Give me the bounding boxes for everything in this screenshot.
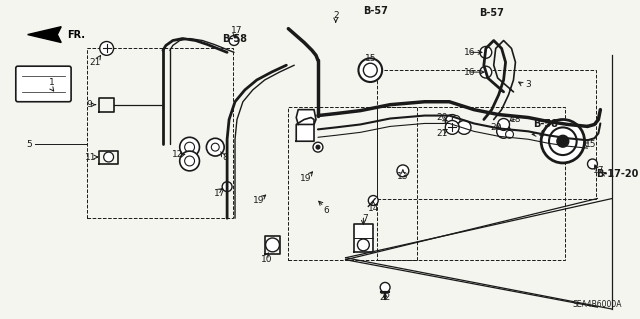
Circle shape xyxy=(206,138,224,156)
Circle shape xyxy=(557,135,569,147)
Bar xyxy=(87,48,233,218)
Text: 17: 17 xyxy=(231,26,243,35)
Text: B-17-20: B-17-20 xyxy=(596,169,638,179)
Text: 1: 1 xyxy=(49,78,54,87)
Circle shape xyxy=(480,66,492,78)
Circle shape xyxy=(498,119,509,130)
Text: 19: 19 xyxy=(300,174,312,183)
Text: B-58: B-58 xyxy=(222,33,247,43)
Circle shape xyxy=(185,142,195,152)
Circle shape xyxy=(104,152,113,162)
Text: 20: 20 xyxy=(490,123,501,132)
Text: FR.: FR. xyxy=(67,30,85,40)
Text: B-58: B-58 xyxy=(533,119,558,130)
Text: 5: 5 xyxy=(27,140,33,149)
Circle shape xyxy=(180,151,200,171)
Circle shape xyxy=(222,182,232,192)
Text: B-57: B-57 xyxy=(363,6,388,16)
Text: B-57: B-57 xyxy=(479,8,504,18)
Text: 8: 8 xyxy=(222,152,228,161)
Circle shape xyxy=(445,121,459,134)
Circle shape xyxy=(497,124,511,138)
Text: 21: 21 xyxy=(89,58,100,67)
Circle shape xyxy=(588,159,597,169)
Circle shape xyxy=(445,115,459,128)
Circle shape xyxy=(457,121,471,134)
Circle shape xyxy=(313,142,323,152)
Text: 3: 3 xyxy=(525,80,531,89)
Circle shape xyxy=(380,282,390,292)
Text: 21: 21 xyxy=(436,129,448,138)
Circle shape xyxy=(316,145,320,149)
Polygon shape xyxy=(353,224,373,252)
Text: 17: 17 xyxy=(593,166,604,175)
Text: 14: 14 xyxy=(367,204,379,213)
Circle shape xyxy=(549,127,577,155)
Text: 13: 13 xyxy=(397,172,408,181)
Polygon shape xyxy=(28,27,61,42)
Text: 11: 11 xyxy=(85,152,97,161)
Text: 2: 2 xyxy=(333,11,339,20)
Circle shape xyxy=(211,143,220,151)
Text: 16: 16 xyxy=(464,68,476,77)
Text: 15: 15 xyxy=(585,140,596,149)
Circle shape xyxy=(229,36,239,45)
Text: SEA4B6000A: SEA4B6000A xyxy=(573,300,622,309)
Text: 19: 19 xyxy=(253,196,264,205)
Circle shape xyxy=(100,41,113,55)
Text: 16: 16 xyxy=(464,48,476,57)
Circle shape xyxy=(180,137,200,157)
Bar xyxy=(377,70,596,198)
Text: 6: 6 xyxy=(323,206,329,215)
Text: 17: 17 xyxy=(214,189,225,198)
Text: 20: 20 xyxy=(436,113,448,122)
Circle shape xyxy=(506,130,513,138)
Bar xyxy=(377,107,565,260)
Circle shape xyxy=(364,63,377,77)
Circle shape xyxy=(480,47,492,58)
Text: 18: 18 xyxy=(509,115,521,124)
FancyBboxPatch shape xyxy=(16,66,71,102)
Polygon shape xyxy=(296,110,316,124)
Text: 7: 7 xyxy=(362,214,368,223)
Circle shape xyxy=(368,196,378,205)
Text: 15: 15 xyxy=(365,54,376,63)
Text: 4: 4 xyxy=(538,130,544,139)
Bar xyxy=(289,107,417,260)
Circle shape xyxy=(358,239,369,251)
Circle shape xyxy=(397,165,409,177)
Circle shape xyxy=(452,115,460,123)
Circle shape xyxy=(541,120,584,163)
Text: 22: 22 xyxy=(380,293,391,302)
Circle shape xyxy=(266,238,280,252)
Text: 10: 10 xyxy=(261,255,273,264)
Text: 9: 9 xyxy=(86,100,92,109)
Circle shape xyxy=(358,58,382,82)
Polygon shape xyxy=(296,117,314,141)
Text: 12: 12 xyxy=(172,150,184,159)
Circle shape xyxy=(185,156,195,166)
